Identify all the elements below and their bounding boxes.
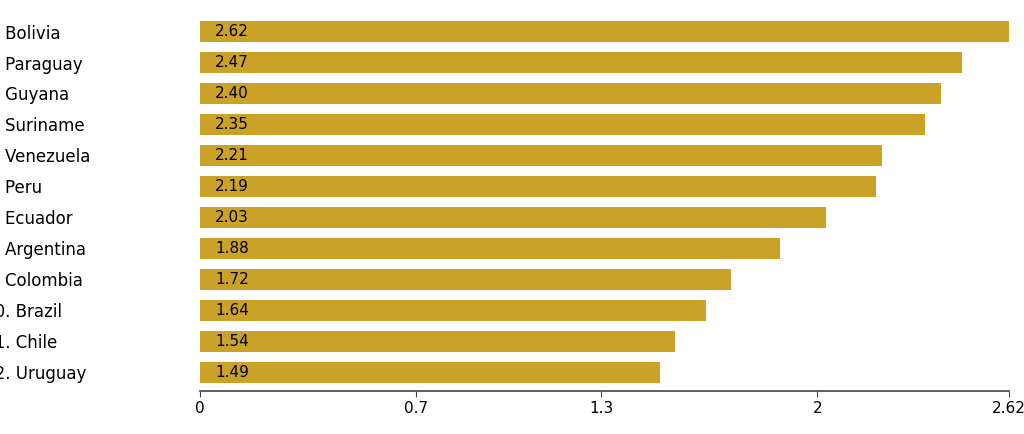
- Bar: [200, 269, 731, 290]
- Bar: [200, 331, 675, 352]
- Bar: [200, 114, 926, 135]
- Bar: [200, 299, 707, 321]
- Text: 2.03: 2.03: [215, 210, 249, 225]
- Text: 1.88: 1.88: [215, 241, 249, 256]
- Bar: [200, 83, 941, 104]
- Bar: [200, 145, 882, 166]
- Text: 2.21: 2.21: [215, 148, 249, 163]
- Text: 2.19: 2.19: [215, 179, 249, 194]
- Bar: [200, 362, 659, 382]
- Bar: [200, 21, 1009, 42]
- Text: 1.72: 1.72: [215, 272, 249, 287]
- Text: 2.62: 2.62: [215, 24, 249, 39]
- Text: 2.35: 2.35: [215, 117, 249, 132]
- Text: 2.40: 2.40: [215, 86, 249, 101]
- Bar: [200, 176, 876, 197]
- Bar: [200, 207, 826, 228]
- Bar: [200, 52, 963, 73]
- Text: 2.47: 2.47: [215, 55, 249, 70]
- Text: 1.49: 1.49: [215, 365, 249, 379]
- Text: 1.54: 1.54: [215, 334, 249, 349]
- Text: 1.64: 1.64: [215, 302, 249, 318]
- Bar: [200, 238, 780, 259]
